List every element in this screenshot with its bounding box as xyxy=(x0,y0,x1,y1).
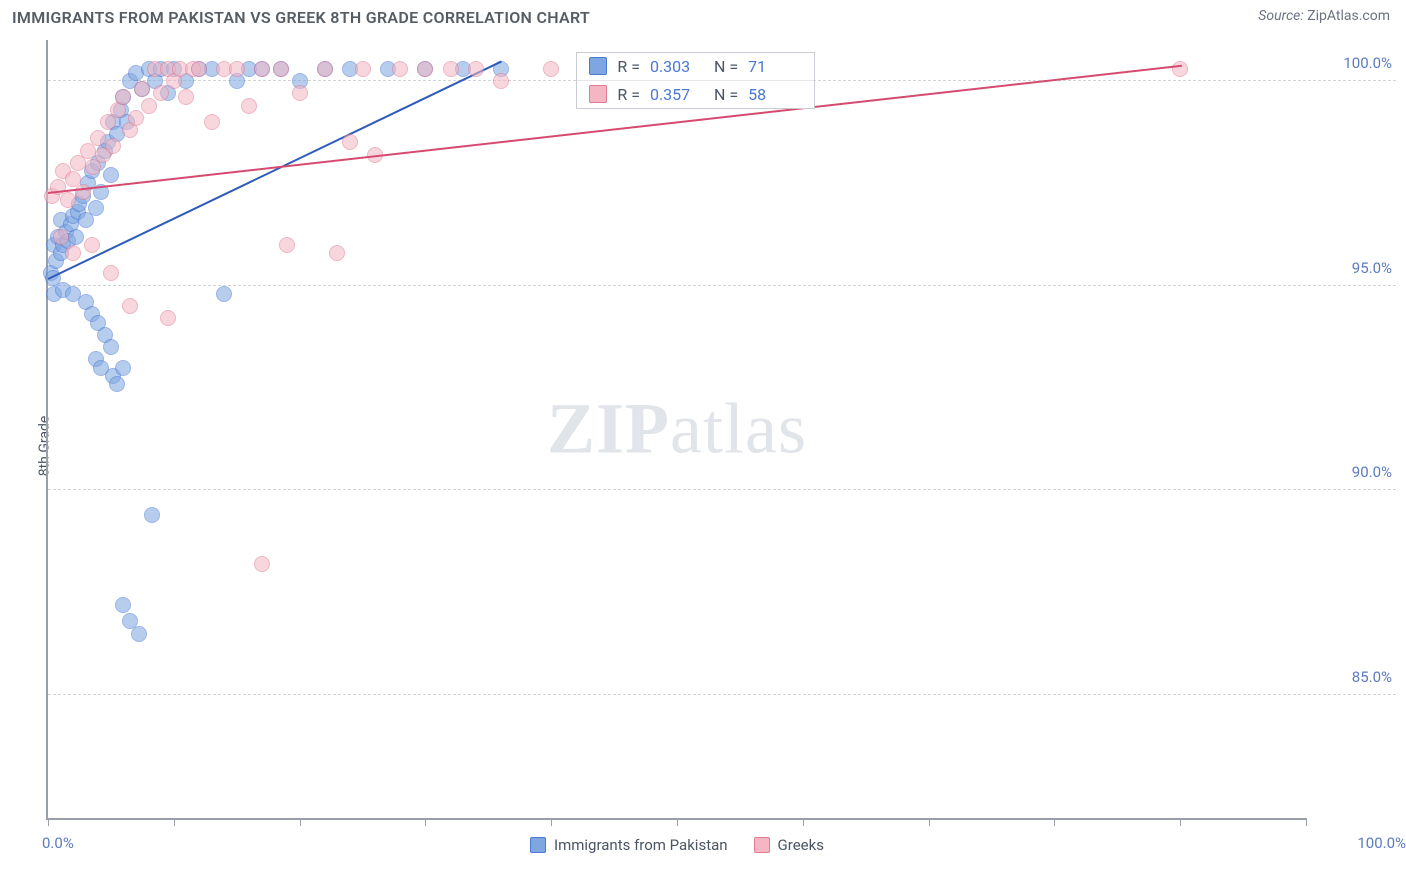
data-point xyxy=(329,245,345,261)
stats-legend-box: R = 0.303 N = 71 R = 0.357 N = 58 xyxy=(576,52,815,109)
x-tick xyxy=(1054,818,1055,826)
data-point xyxy=(103,167,119,183)
gridline xyxy=(48,694,1396,695)
x-tick xyxy=(1306,818,1307,826)
data-point xyxy=(292,85,308,101)
n-value: 71 xyxy=(748,57,802,76)
watermark: ZIPatlas xyxy=(547,388,807,471)
data-point xyxy=(1172,61,1188,77)
data-point xyxy=(131,626,147,642)
chart-title: IMMIGRANTS FROM PAKISTAN VS GREEK 8TH GR… xyxy=(12,8,590,27)
n-value: 58 xyxy=(748,85,802,104)
data-point xyxy=(93,360,109,376)
data-point xyxy=(216,286,232,302)
chart-area: ZIPatlas 85.0%90.0%95.0%100.0%0.0%100.0%… xyxy=(46,40,1306,820)
data-point xyxy=(115,360,131,376)
data-point xyxy=(273,61,289,77)
data-point xyxy=(191,61,207,77)
data-point xyxy=(443,61,459,77)
data-point xyxy=(122,298,138,314)
data-point xyxy=(128,110,144,126)
r-label: R = xyxy=(617,85,640,104)
data-point xyxy=(342,134,358,150)
data-point xyxy=(103,265,119,281)
x-tick xyxy=(48,818,49,826)
stats-row: R = 0.303 N = 71 xyxy=(577,53,814,80)
x-tick xyxy=(551,818,552,826)
data-point xyxy=(178,89,194,105)
watermark-zip: ZIP xyxy=(547,389,670,469)
legend-swatch xyxy=(754,837,770,853)
data-point xyxy=(153,85,169,101)
r-value: 0.357 xyxy=(650,85,704,104)
y-tick-label: 90.0% xyxy=(1312,463,1392,481)
data-point xyxy=(543,61,559,77)
data-point xyxy=(53,229,69,245)
plot-region: ZIPatlas 85.0%90.0%95.0%100.0%0.0%100.0%… xyxy=(46,40,1306,820)
data-point xyxy=(493,73,509,89)
n-label: N = xyxy=(714,85,738,104)
data-point xyxy=(317,61,333,77)
watermark-atlas: atlas xyxy=(670,389,807,469)
data-point xyxy=(60,192,76,208)
legend-label: Greeks xyxy=(778,836,824,854)
data-point xyxy=(417,61,433,77)
data-point xyxy=(68,229,84,245)
data-point xyxy=(84,237,100,253)
data-point xyxy=(204,114,220,130)
data-point xyxy=(134,81,150,97)
data-point xyxy=(392,61,408,77)
data-point xyxy=(115,597,131,613)
x-tick xyxy=(677,818,678,826)
x-tick xyxy=(174,818,175,826)
legend-label: Immigrants from Pakistan xyxy=(554,836,728,854)
r-label: R = xyxy=(617,57,640,76)
data-point xyxy=(65,245,81,261)
stats-row: R = 0.357 N = 58 xyxy=(577,80,814,108)
x-tick xyxy=(300,818,301,826)
data-point xyxy=(144,507,160,523)
n-label: N = xyxy=(714,57,738,76)
source-attribution: Source: ZipAtlas.com xyxy=(1258,8,1390,24)
x-max-label: 100.0% xyxy=(1357,834,1406,852)
data-point xyxy=(241,98,257,114)
data-point xyxy=(355,61,371,77)
x-tick xyxy=(929,818,930,826)
data-point xyxy=(75,184,91,200)
legend-swatch xyxy=(589,85,607,103)
data-point xyxy=(88,200,104,216)
data-point xyxy=(279,237,295,253)
data-point xyxy=(141,98,157,114)
gridline xyxy=(48,285,1396,286)
legend-item: Immigrants from Pakistan xyxy=(530,836,728,854)
y-tick-label: 95.0% xyxy=(1312,259,1392,277)
data-point xyxy=(109,376,125,392)
bottom-legend: Immigrants from Pakistan Greeks xyxy=(530,836,824,854)
y-tick-label: 85.0% xyxy=(1312,668,1392,686)
data-point xyxy=(254,556,270,572)
x-min-label: 0.0% xyxy=(42,834,74,852)
data-point xyxy=(103,339,119,355)
source-value: ZipAtlas.com xyxy=(1307,8,1390,24)
legend-item: Greeks xyxy=(754,836,824,854)
data-point xyxy=(468,61,484,77)
data-point xyxy=(160,310,176,326)
legend-swatch xyxy=(589,57,607,75)
data-point xyxy=(254,61,270,77)
gridline xyxy=(48,489,1396,490)
x-tick xyxy=(803,818,804,826)
data-point xyxy=(229,61,245,77)
x-tick xyxy=(425,818,426,826)
data-point xyxy=(90,130,106,146)
x-tick xyxy=(1180,818,1181,826)
legend-swatch xyxy=(530,837,546,853)
r-value: 0.303 xyxy=(650,57,704,76)
source-label: Source: xyxy=(1258,8,1303,24)
y-tick-label: 100.0% xyxy=(1312,54,1392,72)
data-point xyxy=(105,138,121,154)
data-point xyxy=(115,89,131,105)
